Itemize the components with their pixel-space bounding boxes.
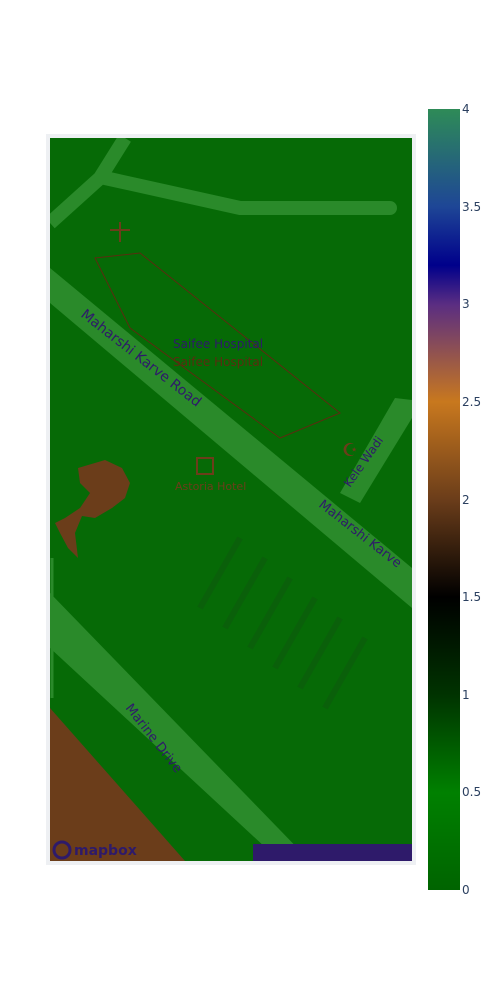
poi-label-hospital: Saifee Hospital <box>173 337 263 351</box>
airfield-icon <box>110 222 130 242</box>
colorbar-tick-label: 1.5 <box>462 590 482 605</box>
colorbar <box>428 109 460 890</box>
religious-icon: ☪ <box>342 440 358 461</box>
building <box>55 460 130 558</box>
hospital-outline <box>94 252 341 439</box>
colorbar-tick-label: 3.5 <box>462 199 482 214</box>
colorbar-tick-label: 3 <box>462 297 470 312</box>
poi-label-hospital-shadow: Saifee Hospital <box>173 355 263 369</box>
colorbar-tick-label: 2 <box>462 492 470 507</box>
colorbar-tick-label: 1 <box>462 687 470 702</box>
poi-label-hotel: Astoria Hotel <box>175 480 246 493</box>
marine-drive-road <box>50 593 310 861</box>
colorbar-gradient <box>428 109 460 890</box>
colorbar-tick-label: 0 <box>462 883 470 897</box>
mapbox-logo[interactable]: mapbox <box>52 840 137 860</box>
mapbox-logo-icon <box>52 840 72 860</box>
park-path <box>98 171 397 215</box>
attribution-bar <box>253 844 412 861</box>
colorbar-tick-label: 2.5 <box>462 394 482 409</box>
kele-wadi-road <box>340 398 412 503</box>
parking-lot <box>197 536 368 710</box>
colorbar-tick-label: 0.5 <box>462 785 482 800</box>
hotel-icon <box>196 457 214 475</box>
mapbox-logo-text: mapbox <box>74 843 137 859</box>
maharshi-karve-road <box>50 268 412 608</box>
map-area[interactable]: ☪ Maharshi Karve Road Maharshi Karve Mar… <box>50 138 412 861</box>
beach-area <box>50 708 185 861</box>
colorbar-tick-label: 4 <box>462 102 470 116</box>
